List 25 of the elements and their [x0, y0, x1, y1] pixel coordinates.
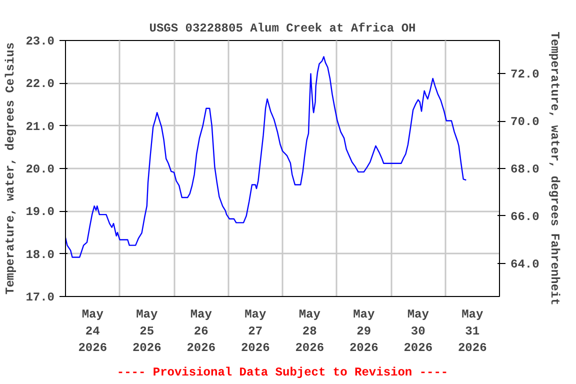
text: ---- Provisional Data Subject to Revision ---- [116, 366, 448, 380]
x-tick-label: May 28 2026 [295, 308, 324, 356]
y2-tick-label: 70.0 [510, 115, 540, 130]
x-tick-label: May 31 2026 [458, 308, 487, 356]
y2-tick-label: 66.0 [510, 210, 540, 224]
y-tick-label: 23.0 [26, 34, 55, 48]
y-tick-label: 17.0 [26, 290, 55, 304]
x-tick-label: May 30 2026 [404, 308, 433, 356]
y-tick-label: 20.0 [26, 162, 55, 176]
y-tick-label: 18.0 [26, 248, 55, 262]
x-tick-label: May 29 2026 [349, 308, 378, 356]
y2-tick-label: 72.0 [510, 68, 540, 82]
y2-tick-label: 68.0 [510, 162, 540, 176]
y2-tick-label: 64.0 [510, 257, 540, 272]
y2-axis-title: Temperature, water, degrees Fahrenheit [547, 32, 562, 306]
x-tick-label: May 25 2026 [132, 308, 162, 356]
line-series [66, 56, 467, 258]
x-tick-label: May 26 2026 [186, 308, 216, 356]
y-tick-label: 22.0 [26, 77, 55, 92]
y-axis-title: Temperature, water, degrees Celsius [4, 42, 18, 295]
chart-title: USGS 03228805 Alum Creek at Africa OH [149, 22, 416, 36]
x-tick-label: May 24 2026 [78, 308, 108, 356]
x-tick-label: May 27 2026 [240, 308, 270, 356]
y-tick-label: 21.0 [26, 120, 55, 134]
y-tick-label: 19.0 [26, 205, 55, 220]
